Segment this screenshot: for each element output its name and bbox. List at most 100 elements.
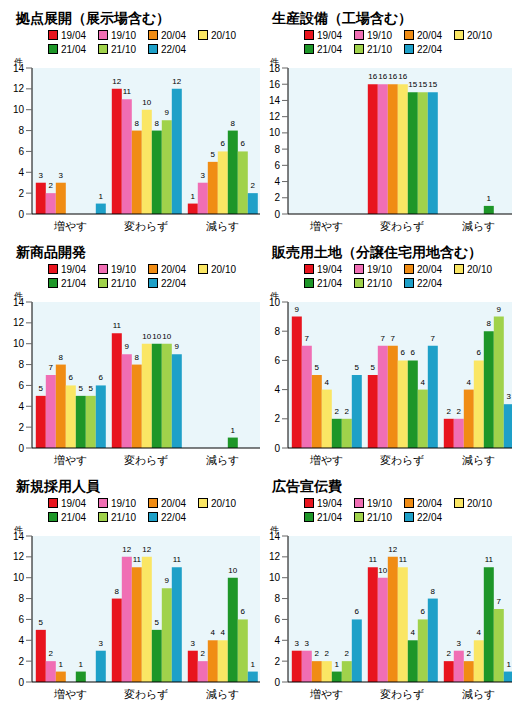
svg-text:変わらず: 変わらず [124, 220, 168, 233]
svg-text:7: 7 [49, 363, 54, 372]
svg-text:7: 7 [431, 334, 436, 343]
svg-text:5: 5 [155, 618, 160, 627]
svg-text:8: 8 [135, 119, 140, 128]
svg-text:2: 2 [345, 649, 350, 658]
svg-text:12: 12 [13, 551, 25, 562]
svg-text:10: 10 [152, 332, 161, 341]
svg-text:増やす: 増やす [53, 220, 87, 233]
svg-text:2: 2 [345, 407, 350, 416]
svg-text:6: 6 [274, 355, 280, 366]
svg-text:2: 2 [274, 413, 280, 424]
svg-text:4: 4 [18, 167, 24, 178]
svg-text:8: 8 [135, 353, 140, 362]
svg-text:8: 8 [274, 326, 280, 337]
svg-text:減らす: 減らす [206, 688, 239, 701]
svg-text:8: 8 [18, 359, 24, 370]
svg-text:2: 2 [274, 656, 280, 667]
svg-text:4: 4 [274, 176, 280, 187]
svg-text:14: 14 [13, 531, 25, 542]
svg-text:1: 1 [79, 660, 84, 669]
svg-text:16: 16 [388, 72, 397, 81]
svg-text:2: 2 [335, 407, 340, 416]
svg-text:2: 2 [274, 192, 280, 203]
svg-text:8: 8 [231, 119, 236, 128]
svg-text:3: 3 [457, 639, 462, 648]
svg-text:10: 10 [228, 566, 237, 575]
svg-text:5: 5 [79, 384, 84, 393]
svg-text:1: 1 [231, 426, 236, 435]
svg-text:1: 1 [487, 194, 492, 203]
svg-text:5: 5 [89, 384, 94, 393]
svg-text:4: 4 [18, 401, 24, 412]
svg-text:11: 11 [399, 555, 408, 564]
svg-text:6: 6 [274, 614, 280, 625]
svg-text:3: 3 [59, 171, 64, 180]
svg-text:5: 5 [315, 363, 320, 372]
svg-text:8: 8 [487, 319, 492, 328]
svg-text:14: 14 [13, 63, 25, 74]
svg-text:2: 2 [325, 649, 330, 658]
svg-text:2: 2 [447, 649, 452, 658]
svg-text:16: 16 [269, 79, 281, 90]
svg-text:11: 11 [369, 555, 378, 564]
svg-text:18: 18 [269, 63, 281, 74]
svg-text:8: 8 [274, 593, 280, 604]
svg-text:11: 11 [113, 321, 122, 330]
svg-text:4: 4 [325, 378, 330, 387]
svg-text:0: 0 [18, 677, 24, 688]
svg-text:3: 3 [39, 171, 44, 180]
svg-text:2: 2 [18, 656, 24, 667]
svg-text:4: 4 [211, 628, 216, 637]
svg-text:4: 4 [274, 384, 280, 395]
svg-text:変わらず: 変わらず [380, 688, 424, 701]
svg-text:4: 4 [421, 378, 426, 387]
svg-text:増やす: 増やす [309, 688, 343, 701]
svg-text:7: 7 [391, 334, 396, 343]
svg-text:3: 3 [507, 392, 512, 401]
svg-text:10: 10 [142, 98, 151, 107]
svg-text:1: 1 [59, 660, 64, 669]
svg-text:10: 10 [142, 332, 151, 341]
svg-text:12: 12 [122, 545, 131, 554]
svg-text:6: 6 [477, 348, 482, 357]
svg-text:3: 3 [295, 639, 300, 648]
svg-text:15: 15 [428, 80, 437, 89]
svg-text:6: 6 [411, 348, 416, 357]
svg-text:12: 12 [388, 545, 397, 554]
svg-text:6: 6 [355, 607, 360, 616]
svg-text:減らす: 減らす [462, 220, 495, 233]
svg-text:11: 11 [485, 555, 494, 564]
svg-text:6: 6 [421, 607, 426, 616]
svg-text:7: 7 [497, 597, 502, 606]
svg-text:0: 0 [274, 209, 280, 220]
svg-text:2: 2 [18, 188, 24, 199]
svg-text:10: 10 [378, 566, 387, 575]
svg-text:3: 3 [201, 171, 206, 180]
svg-text:10: 10 [13, 338, 25, 349]
svg-text:7: 7 [381, 334, 386, 343]
svg-text:5: 5 [355, 363, 360, 372]
svg-text:2: 2 [49, 649, 54, 658]
svg-text:10: 10 [269, 297, 281, 308]
svg-text:12: 12 [112, 77, 121, 86]
svg-text:9: 9 [497, 305, 502, 314]
svg-text:9: 9 [165, 108, 170, 117]
svg-text:11: 11 [123, 87, 132, 96]
svg-text:6: 6 [69, 373, 74, 382]
svg-text:増やす: 増やす [309, 454, 343, 467]
svg-text:6: 6 [18, 614, 24, 625]
svg-text:9: 9 [175, 342, 180, 351]
svg-text:増やす: 増やす [309, 220, 343, 233]
svg-text:2: 2 [457, 407, 462, 416]
svg-text:減らす: 減らす [206, 220, 239, 233]
svg-text:増やす: 増やす [53, 454, 87, 467]
svg-text:3: 3 [99, 639, 104, 648]
svg-text:6: 6 [18, 146, 24, 157]
svg-text:3: 3 [305, 639, 310, 648]
svg-text:9: 9 [165, 576, 170, 585]
svg-text:2: 2 [467, 649, 472, 658]
svg-text:変わらず: 変わらず [380, 220, 424, 233]
svg-text:2: 2 [447, 407, 452, 416]
svg-text:11: 11 [173, 555, 182, 564]
svg-text:8: 8 [18, 125, 24, 136]
